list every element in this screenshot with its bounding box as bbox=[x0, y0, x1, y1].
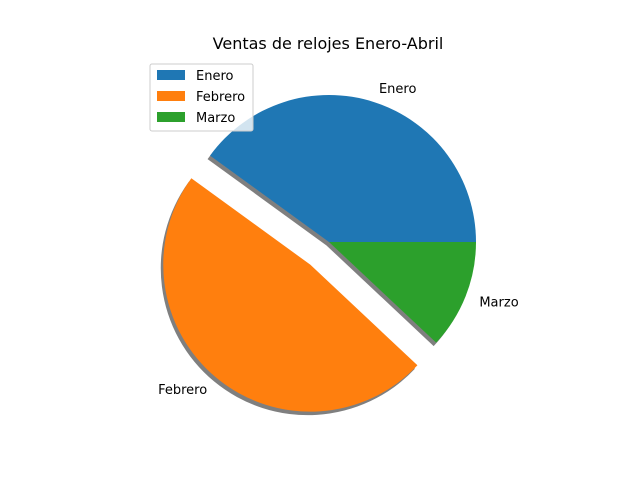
chart-title: Ventas de relojes Enero-Abril bbox=[213, 34, 444, 53]
slice-label-marzo: Marzo bbox=[479, 296, 518, 311]
pie-slice-marzo bbox=[329, 242, 476, 343]
slices-layer bbox=[163, 95, 476, 412]
legend-label-marzo: Marzo bbox=[196, 111, 235, 126]
labels-layer: Enero Febrero Marzo bbox=[158, 82, 519, 398]
slice-label-febrero: Febrero bbox=[158, 383, 207, 398]
legend-items: Enero Febrero Marzo bbox=[157, 69, 245, 126]
pie-slice-enero bbox=[210, 95, 476, 242]
legend-swatch-febrero bbox=[157, 91, 185, 101]
legend: Enero Febrero Marzo bbox=[149, 63, 254, 132]
pie-slice-febrero bbox=[163, 178, 418, 412]
legend-swatch-enero bbox=[157, 70, 185, 80]
legend-label-febrero: Febrero bbox=[196, 90, 245, 105]
legend-swatch-marzo bbox=[157, 112, 185, 122]
slice-label-enero: Enero bbox=[379, 82, 417, 97]
legend-label-enero: Enero bbox=[196, 69, 234, 84]
